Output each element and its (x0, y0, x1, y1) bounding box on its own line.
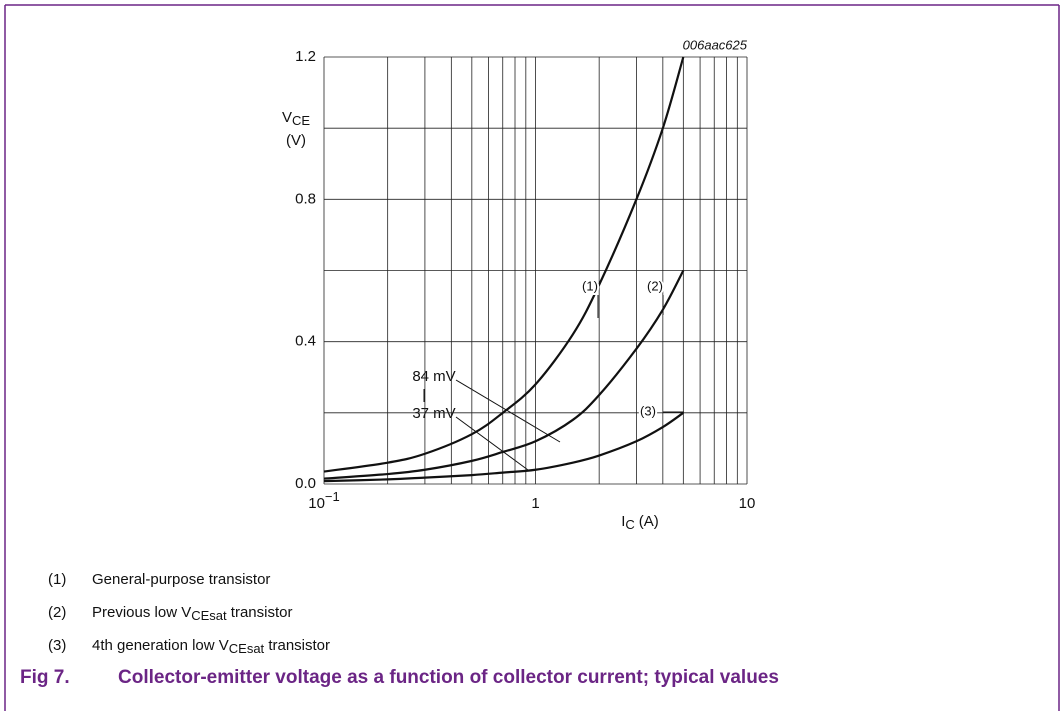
y-tick-label: 0.0 (295, 475, 316, 492)
y-label-main: V (282, 109, 292, 126)
legend-text: General-purpose transistor (92, 571, 270, 588)
legend-text: Previous low VCEsat transistor (92, 604, 292, 623)
series-label: (2) (647, 278, 663, 293)
x-label-main: I (621, 513, 625, 530)
line-series (323, 411, 684, 483)
caption-text: Collector-emitter voltage as a function … (118, 667, 779, 688)
legend-part: transistor (227, 604, 293, 621)
legend-marker: (1) (48, 571, 66, 588)
x-tick-label: 10 (739, 495, 756, 512)
line-series (323, 269, 685, 480)
legend-part: 4th generation low V (92, 637, 229, 654)
series-label: (3) (640, 403, 656, 418)
y-tick-label: 0.8 (295, 190, 316, 207)
leader-line (455, 416, 529, 471)
y-axis-unit: (V) (286, 132, 306, 149)
legend-sub: CEsat (229, 641, 265, 656)
legend-part: transistor (264, 637, 330, 654)
legend-sub: CEsat (191, 608, 227, 623)
x-tick-base: 10 (308, 495, 325, 512)
y-tick-label: 0.4 (295, 333, 316, 350)
y-axis-label: VCE (282, 109, 310, 128)
x-label-unit: (A) (639, 513, 659, 530)
caption-label: Fig 7. (20, 667, 70, 688)
x-tick-exp: −1 (325, 489, 340, 504)
legend-marker: (2) (48, 604, 66, 621)
x-label-sub: C (625, 517, 634, 532)
x-tick-label: 10−1 (308, 489, 340, 512)
annotation: 84 mV (412, 368, 455, 385)
legend-part: General-purpose transistor (92, 571, 270, 588)
x-axis-label: IC (A) (621, 513, 659, 532)
series-label: (1) (582, 278, 598, 293)
y-tick-label: 1.2 (295, 48, 316, 65)
line-series (323, 56, 685, 473)
legend-text: 4th generation low VCEsat transistor (92, 637, 330, 656)
y-label-sub: CE (292, 113, 310, 128)
leader-line (455, 379, 561, 443)
x-tick-label: 1 (531, 495, 539, 512)
figure-code: 006aac625 (683, 37, 748, 52)
annotation: 37 mV (412, 405, 455, 422)
legend-marker: (3) (48, 637, 66, 654)
legend-part: Previous low V (92, 604, 191, 621)
